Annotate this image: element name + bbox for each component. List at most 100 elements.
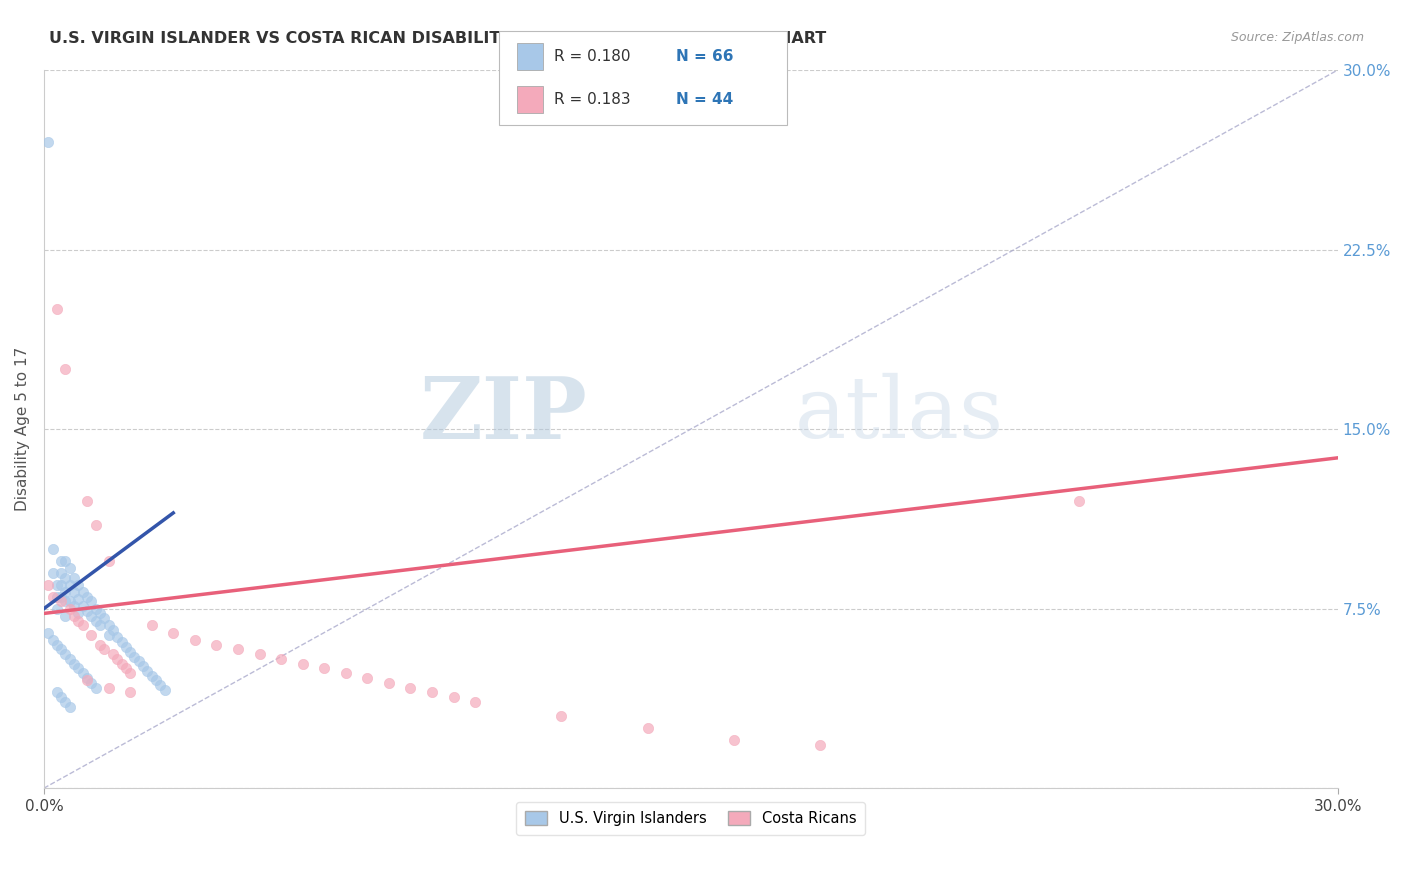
Point (49, 594, 72, 608)
Point (162, 625, 184, 640)
Point (464, 695, 486, 709)
Point (72, 599, 94, 614)
Point (120, 666, 142, 681)
Point (420, 685, 443, 699)
Point (153, 683, 176, 698)
Point (72, 666, 94, 681)
Point (110, 657, 132, 671)
Point (49, 566, 72, 580)
Point (93, 611, 115, 625)
Y-axis label: Disability Age 5 to 17: Disability Age 5 to 17 (15, 347, 30, 511)
Text: R = 0.180: R = 0.180 (554, 49, 630, 64)
Point (97, 618, 120, 632)
Point (80, 594, 103, 608)
Point (101, 623, 124, 637)
Point (45, 685, 67, 699)
Point (59, 594, 82, 608)
Text: N = 66: N = 66 (676, 49, 734, 64)
Point (67, 578, 90, 592)
Point (67, 661, 90, 675)
Point (59, 652, 82, 666)
Point (205, 638, 228, 652)
Point (45, 590, 67, 604)
Point (89, 618, 111, 632)
Point (84, 614, 107, 628)
Point (49, 590, 72, 604)
Point (291, 657, 314, 671)
Point (59, 561, 82, 575)
Point (145, 673, 167, 688)
Point (55, 647, 77, 661)
Point (37, 135, 59, 149)
Point (55, 554, 77, 568)
Point (41, 566, 63, 580)
Point (45, 302, 67, 317)
Text: ZIP: ZIP (419, 373, 588, 457)
Point (49, 578, 72, 592)
Point (89, 638, 111, 652)
Point (356, 671, 378, 685)
Point (45, 601, 67, 615)
Text: atlas: atlas (794, 373, 1004, 457)
Point (141, 618, 163, 632)
Text: U.S. VIRGIN ISLANDER VS COSTA RICAN DISABILITY AGE 5 TO 17 CORRELATION CHART: U.S. VIRGIN ISLANDER VS COSTA RICAN DISA… (49, 31, 827, 46)
Point (120, 645, 142, 659)
Point (76, 590, 98, 604)
Point (41, 590, 63, 604)
Point (120, 685, 142, 699)
Point (114, 661, 136, 675)
Point (76, 671, 98, 685)
Point (93, 642, 115, 657)
Point (63, 657, 86, 671)
Point (41, 541, 63, 556)
Text: N = 44: N = 44 (676, 92, 734, 107)
Point (335, 666, 357, 681)
Point (149, 678, 172, 692)
Point (114, 640, 136, 654)
Point (84, 681, 107, 695)
Point (249, 647, 271, 661)
Point (105, 631, 128, 645)
Point (637, 722, 659, 736)
Point (76, 604, 98, 618)
Point (184, 632, 207, 647)
Point (55, 585, 77, 599)
Point (314, 661, 336, 675)
Point (59, 578, 82, 592)
Point (55, 362, 77, 376)
Point (76, 673, 98, 688)
Point (72, 618, 94, 632)
Point (128, 654, 150, 668)
Point (76, 494, 98, 508)
Point (55, 594, 77, 608)
Point (399, 681, 422, 695)
Point (45, 578, 67, 592)
Text: R = 0.183: R = 0.183 (554, 92, 630, 107)
Point (808, 738, 831, 752)
Point (49, 554, 72, 568)
Point (84, 601, 107, 615)
Point (80, 676, 103, 690)
Point (41, 632, 63, 647)
Point (67, 592, 90, 607)
Point (55, 695, 77, 709)
Point (80, 628, 103, 642)
Point (84, 517, 107, 532)
Point (141, 668, 163, 682)
Point (45, 638, 67, 652)
Point (270, 652, 292, 666)
Point (67, 607, 90, 621)
Point (378, 676, 401, 690)
Point (97, 628, 120, 642)
Point (89, 607, 111, 621)
Point (49, 690, 72, 705)
Point (1067, 494, 1090, 508)
Point (101, 647, 124, 661)
Point (132, 659, 155, 673)
Point (550, 709, 572, 723)
Point (443, 690, 465, 705)
Text: Source: ZipAtlas.com: Source: ZipAtlas.com (1230, 31, 1364, 45)
Point (59, 601, 82, 615)
Point (67, 614, 90, 628)
Point (97, 554, 120, 568)
